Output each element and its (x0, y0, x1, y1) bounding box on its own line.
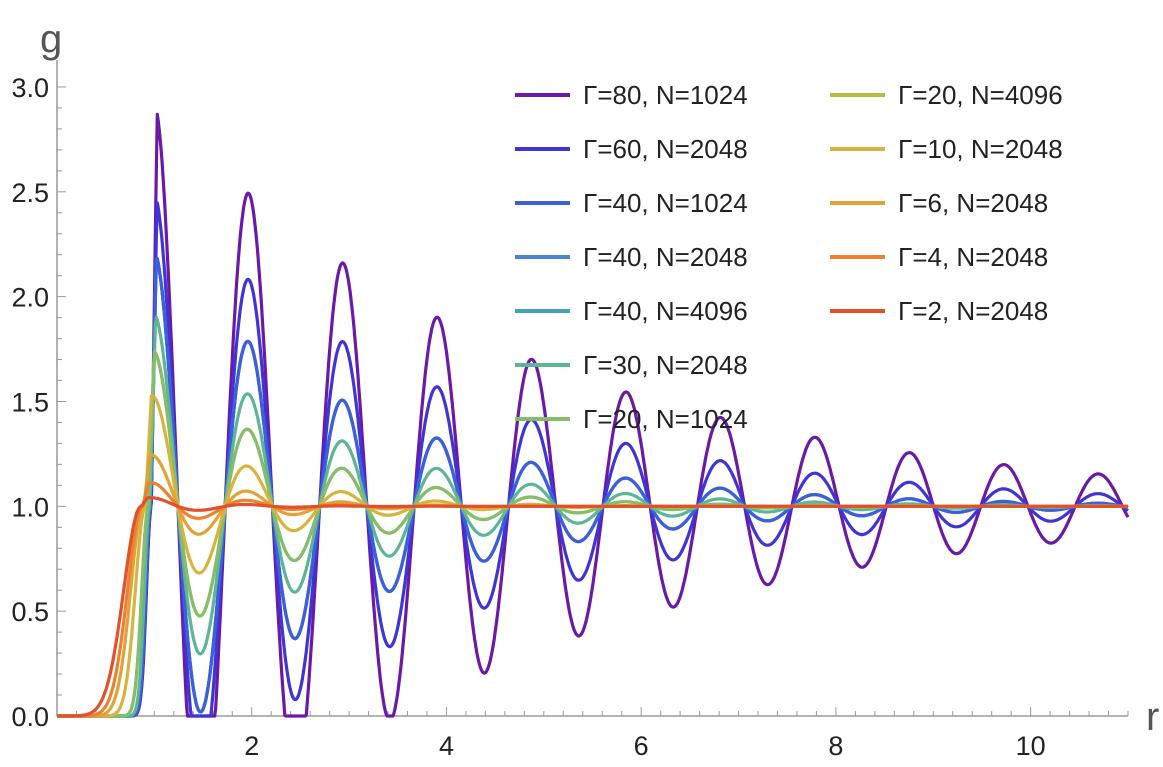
legend-label: Γ=40, N=1024 (583, 188, 748, 218)
legend-entry: Γ=4, N=2048 (830, 242, 1048, 272)
y-tick-label: 2.5 (11, 178, 49, 208)
x-tick-label: 10 (1016, 731, 1046, 761)
legend-label: Γ=30, N=2048 (583, 350, 748, 380)
legend-label: Γ=6, N=2048 (898, 188, 1048, 218)
legend-entry: Γ=80, N=1024 (515, 80, 748, 110)
y-tick-label: 3.0 (11, 73, 49, 103)
y-tick-label: 1.0 (11, 492, 49, 522)
series-line (56, 112, 1130, 718)
y-tick-label: 0.5 (11, 597, 49, 627)
legend-label: Γ=60, N=2048 (583, 134, 748, 164)
y-axis-label: g (40, 17, 62, 61)
y-tick-label: 2.0 (11, 283, 49, 313)
axes: 2 4 6 8 10 0.0 0.5 1.0 1.5 2.0 2.5 3.0 (11, 60, 1129, 761)
legend-label: Γ=40, N=2048 (583, 242, 748, 272)
x-axis-label: r (1146, 695, 1159, 739)
legend-entry: Γ=60, N=2048 (515, 134, 748, 164)
x-tick-label: 6 (634, 731, 649, 761)
x-tick-label: 4 (439, 731, 454, 761)
legend-label: Γ=20, N=1024 (583, 404, 748, 434)
legend-label: Γ=10, N=2048 (898, 134, 1063, 164)
legend-entry: Γ=6, N=2048 (830, 188, 1048, 218)
legend-entry: Γ=2, N=2048 (830, 296, 1048, 326)
x-tick-label: 2 (244, 731, 259, 761)
y-tick-label: 1.5 (11, 387, 49, 417)
plot-lines (56, 112, 1130, 718)
legend-label: Γ=4, N=2048 (898, 242, 1048, 272)
legend-label: Γ=80, N=1024 (583, 80, 748, 110)
legend-entry: Γ=40, N=4096 (515, 296, 748, 326)
series-line (56, 257, 1129, 718)
legend-entry: Γ=40, N=1024 (515, 188, 748, 218)
series-line (56, 201, 1129, 718)
legend-entry: Γ=30, N=2048 (515, 350, 748, 380)
legend: Γ=80, N=1024 Γ=60, N=2048 Γ=40, N=1024 Γ=40… (515, 80, 1063, 434)
series-line (56, 496, 1129, 718)
legend-entry: Γ=20, N=4096 (830, 80, 1063, 110)
y-tick-label: 0.0 (11, 702, 49, 732)
x-tick-label: 8 (828, 731, 843, 761)
legend-label: Γ=20, N=4096 (898, 80, 1063, 110)
legend-entry: Γ=10, N=2048 (830, 134, 1063, 164)
legend-entry: Γ=20, N=1024 (515, 404, 748, 434)
legend-label: Γ=40, N=4096 (583, 296, 748, 326)
legend-entry: Γ=40, N=2048 (515, 242, 748, 272)
legend-label: Γ=2, N=2048 (898, 296, 1048, 326)
